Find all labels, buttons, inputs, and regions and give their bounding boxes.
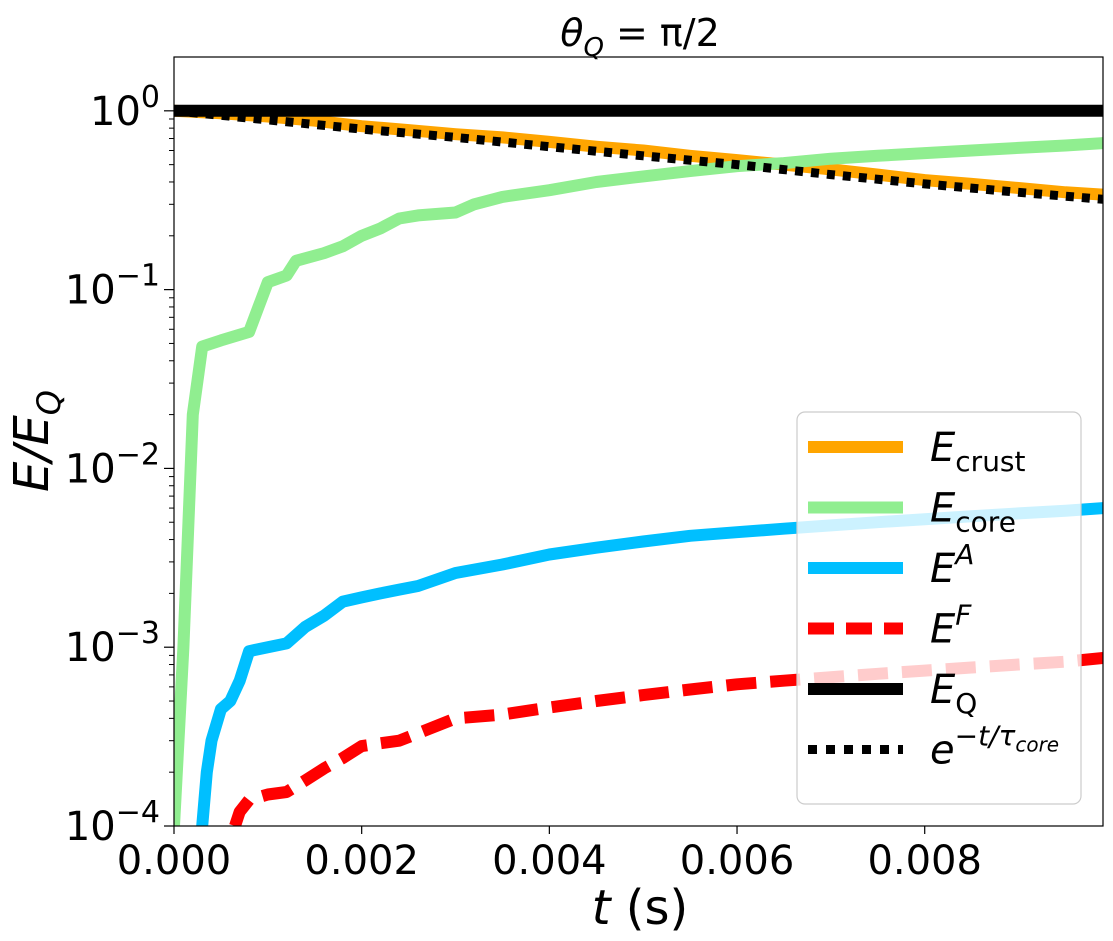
plot-frame (173, 56, 1104, 827)
y-tick-exponent: −2 (116, 437, 160, 472)
legend-label-e-a: EA (930, 538, 974, 592)
x-tick-label: 0.002 (304, 838, 419, 884)
y-axis-title-sub: Q (30, 390, 68, 415)
y-tick-base: 10 (65, 268, 116, 314)
series-line-e-t-core (174, 106, 1103, 204)
x-axis-title-unit: (s) (611, 880, 689, 936)
y-tick-base: 10 (65, 625, 116, 671)
legend-label-e-q: EQ (930, 667, 977, 720)
chart-title: θQ = π/2 (560, 11, 720, 63)
y-tick-exponent: −3 (116, 616, 160, 651)
y-axis-title: E/EQ (4, 390, 68, 492)
legend-label-e-f: EF (930, 599, 972, 653)
y-tick-base: 10 (65, 804, 116, 850)
series-line-e-core (174, 137, 1103, 826)
y-tick-exponent: −4 (116, 795, 160, 830)
x-tick-label: 0.004 (492, 838, 607, 884)
y-tick-exponent: −1 (116, 259, 160, 294)
y-tick-label: 10−1 (65, 259, 160, 314)
chart-title-rest: = π/2 (604, 11, 720, 55)
y-tick-label: 10−4 (65, 795, 160, 850)
y-tick-base: 10 (90, 89, 141, 135)
legend-label-e-core: Ecore (930, 486, 1016, 539)
chart-title-sub: Q (583, 33, 603, 63)
y-tick-label: 100 (90, 80, 160, 135)
y-tick-label: 10−3 (65, 616, 160, 671)
x-tick-label: 0.000 (117, 838, 232, 884)
x-axis: 0.000 0.002 0.004 0.006 0.008 (117, 826, 982, 884)
x-tick-label: 0.008 (867, 838, 982, 884)
legend-label-e-t-core: e−t/τcore (930, 720, 1059, 774)
y-tick-exponent: 0 (141, 80, 160, 115)
chart-title-main: θ (560, 11, 583, 55)
x-tick-label: 0.006 (680, 838, 795, 884)
x-axis-title: t (s) (592, 880, 689, 936)
x-axis-title-var: t (592, 880, 613, 936)
y-tick-label: 10−2 (65, 437, 160, 492)
y-tick-base: 10 (65, 446, 116, 492)
y-axis-title-main: E/E (4, 415, 60, 493)
legend-label-e-crust: Ecrust (930, 425, 1026, 478)
